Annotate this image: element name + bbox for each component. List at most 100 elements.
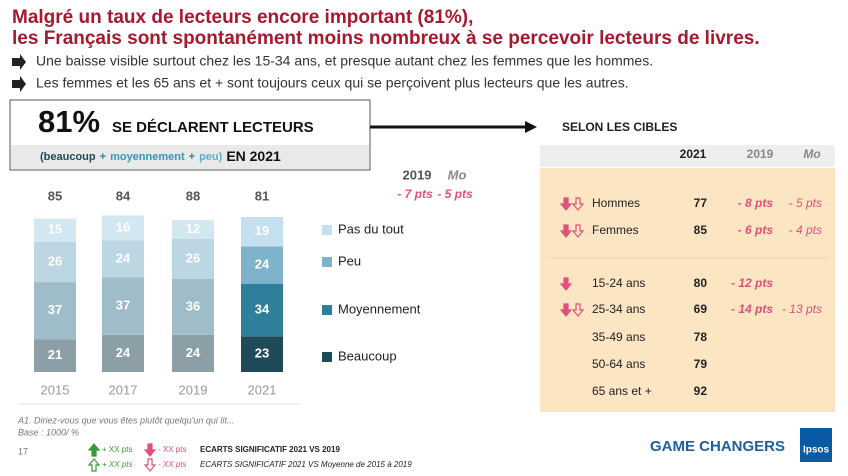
row-delta-mo: - 5 pts	[789, 196, 822, 210]
logo-text: Ipsos	[803, 445, 830, 456]
headline-part: EN 2021	[226, 148, 281, 164]
comparison-header: 2019	[403, 167, 432, 182]
bullet-arrow	[12, 76, 26, 92]
row-label: 35-49 ans	[592, 330, 645, 344]
headline-box-band	[11, 145, 369, 169]
row-label: Hommes	[592, 196, 640, 210]
bullet-text: Les femmes et les 65 ans et + sont toujo…	[36, 75, 629, 91]
segment-label: 12	[186, 221, 200, 236]
segment-label: 24	[116, 345, 131, 360]
row-delta-mo: - 4 pts	[789, 223, 822, 237]
segment-label: 23	[255, 346, 269, 361]
bar-segment	[34, 218, 76, 242]
connector-head	[525, 121, 537, 133]
segment-label: 15	[48, 222, 62, 237]
total-label: 88	[186, 188, 200, 203]
total-label: 81	[255, 188, 269, 203]
x-tick-label: 2015	[41, 382, 70, 397]
table-title: SELON LES CIBLES	[562, 120, 677, 134]
row-label: 25-34 ans	[592, 302, 645, 316]
segment-label: 37	[48, 302, 62, 317]
segment-label: 21	[48, 347, 62, 362]
base: Base : 1000/ %	[18, 427, 79, 437]
bar-segment	[102, 334, 144, 372]
bar-segment	[34, 282, 76, 340]
bar-segment	[241, 217, 283, 247]
segment-label: 16	[116, 219, 130, 234]
bar-segment	[172, 220, 214, 239]
bar-segment	[102, 240, 144, 278]
comparison-value: - 7 pts	[397, 187, 433, 201]
legend-arrow	[87, 443, 101, 457]
bar-segment	[172, 334, 214, 372]
title-line: Malgré un taux de lecteurs encore import…	[12, 7, 473, 28]
legend-swatch	[322, 225, 332, 235]
legend-text: ECARTS SIGNIFICATIF 2021 VS Moyenne de 2…	[200, 460, 412, 469]
legend-up: + XX pts	[102, 445, 132, 454]
segment-label: 26	[186, 250, 200, 265]
row-value: 92	[694, 384, 708, 398]
row-delta-2019: - 12 pts	[731, 276, 773, 290]
legend-text: ECARTS SIGNIFICATIF 2021 VS 2019	[200, 445, 340, 454]
legend-swatch	[322, 352, 332, 362]
legend-arrow	[143, 458, 157, 472]
bar-segment	[172, 279, 214, 335]
bar-segment	[102, 277, 144, 335]
page-number: 17	[18, 446, 28, 456]
legend-label: Moyennement	[338, 301, 421, 316]
headline-part: peu)	[199, 151, 223, 163]
row-delta-mo: - 13 pts	[782, 302, 822, 316]
row-label: 65 ans et +	[592, 384, 652, 398]
bar-segment	[241, 283, 283, 337]
headline-part: (beaucoup	[40, 151, 96, 163]
row-value: 80	[694, 276, 708, 290]
legend-arrow	[143, 443, 157, 457]
row-value: 77	[694, 196, 708, 210]
sig-arrow	[559, 303, 573, 317]
question: A1. Diriez-vous que vous êtes plutôt que…	[17, 415, 234, 425]
segment-label: 37	[116, 298, 130, 313]
row-value: 85	[694, 223, 708, 237]
headline-sub: (beaucoup + moyennement + peu) EN 2021	[40, 148, 281, 164]
sig-arrow	[571, 197, 585, 211]
x-tick-label: 2017	[109, 382, 138, 397]
table-header: 2021	[680, 147, 707, 161]
bar-segment	[241, 246, 283, 284]
legend-arrow	[87, 458, 101, 472]
segment-label: 19	[255, 223, 269, 238]
segment-label: 36	[186, 298, 200, 313]
bar-segment	[102, 215, 144, 241]
legend-up: + XX pts	[102, 460, 132, 469]
bullet-text: Une baisse visible surtout chez les 15-3…	[36, 53, 653, 69]
segment-label: 26	[48, 253, 62, 268]
row-value: 79	[694, 357, 708, 371]
bar-segment	[241, 336, 283, 372]
bar-segment	[34, 241, 76, 283]
table-header: 2019	[747, 147, 774, 161]
bar-segment	[172, 238, 214, 279]
bullet-arrow	[12, 54, 26, 70]
row-label: 15-24 ans	[592, 276, 645, 290]
legend-swatch	[322, 305, 332, 315]
x-tick-label: 2019	[179, 382, 208, 397]
total-label: 84	[116, 188, 131, 203]
title-line: les Français sont spontanément moins nom…	[12, 28, 760, 49]
comparison-value: - 5 pts	[437, 187, 473, 201]
row-delta-2019: - 14 pts	[731, 302, 773, 316]
row-value: 69	[694, 302, 708, 316]
big-figure: 81%	[38, 104, 100, 139]
headline-part: +	[189, 151, 195, 163]
headline: SE DÉCLARENT LECTEURS	[112, 119, 314, 136]
segment-label: 24	[116, 250, 131, 265]
table-header-band	[540, 145, 835, 167]
legend-label: Beaucoup	[338, 348, 397, 363]
sig-arrow	[559, 197, 573, 211]
legend-down: - XX pts	[158, 445, 186, 454]
segment-label: 24	[186, 345, 201, 360]
sig-arrow	[559, 277, 573, 291]
row-delta-2019: - 6 pts	[738, 223, 774, 237]
table-panel	[540, 168, 835, 412]
row-value: 78	[694, 330, 708, 344]
legend-down: - XX pts	[158, 460, 186, 469]
